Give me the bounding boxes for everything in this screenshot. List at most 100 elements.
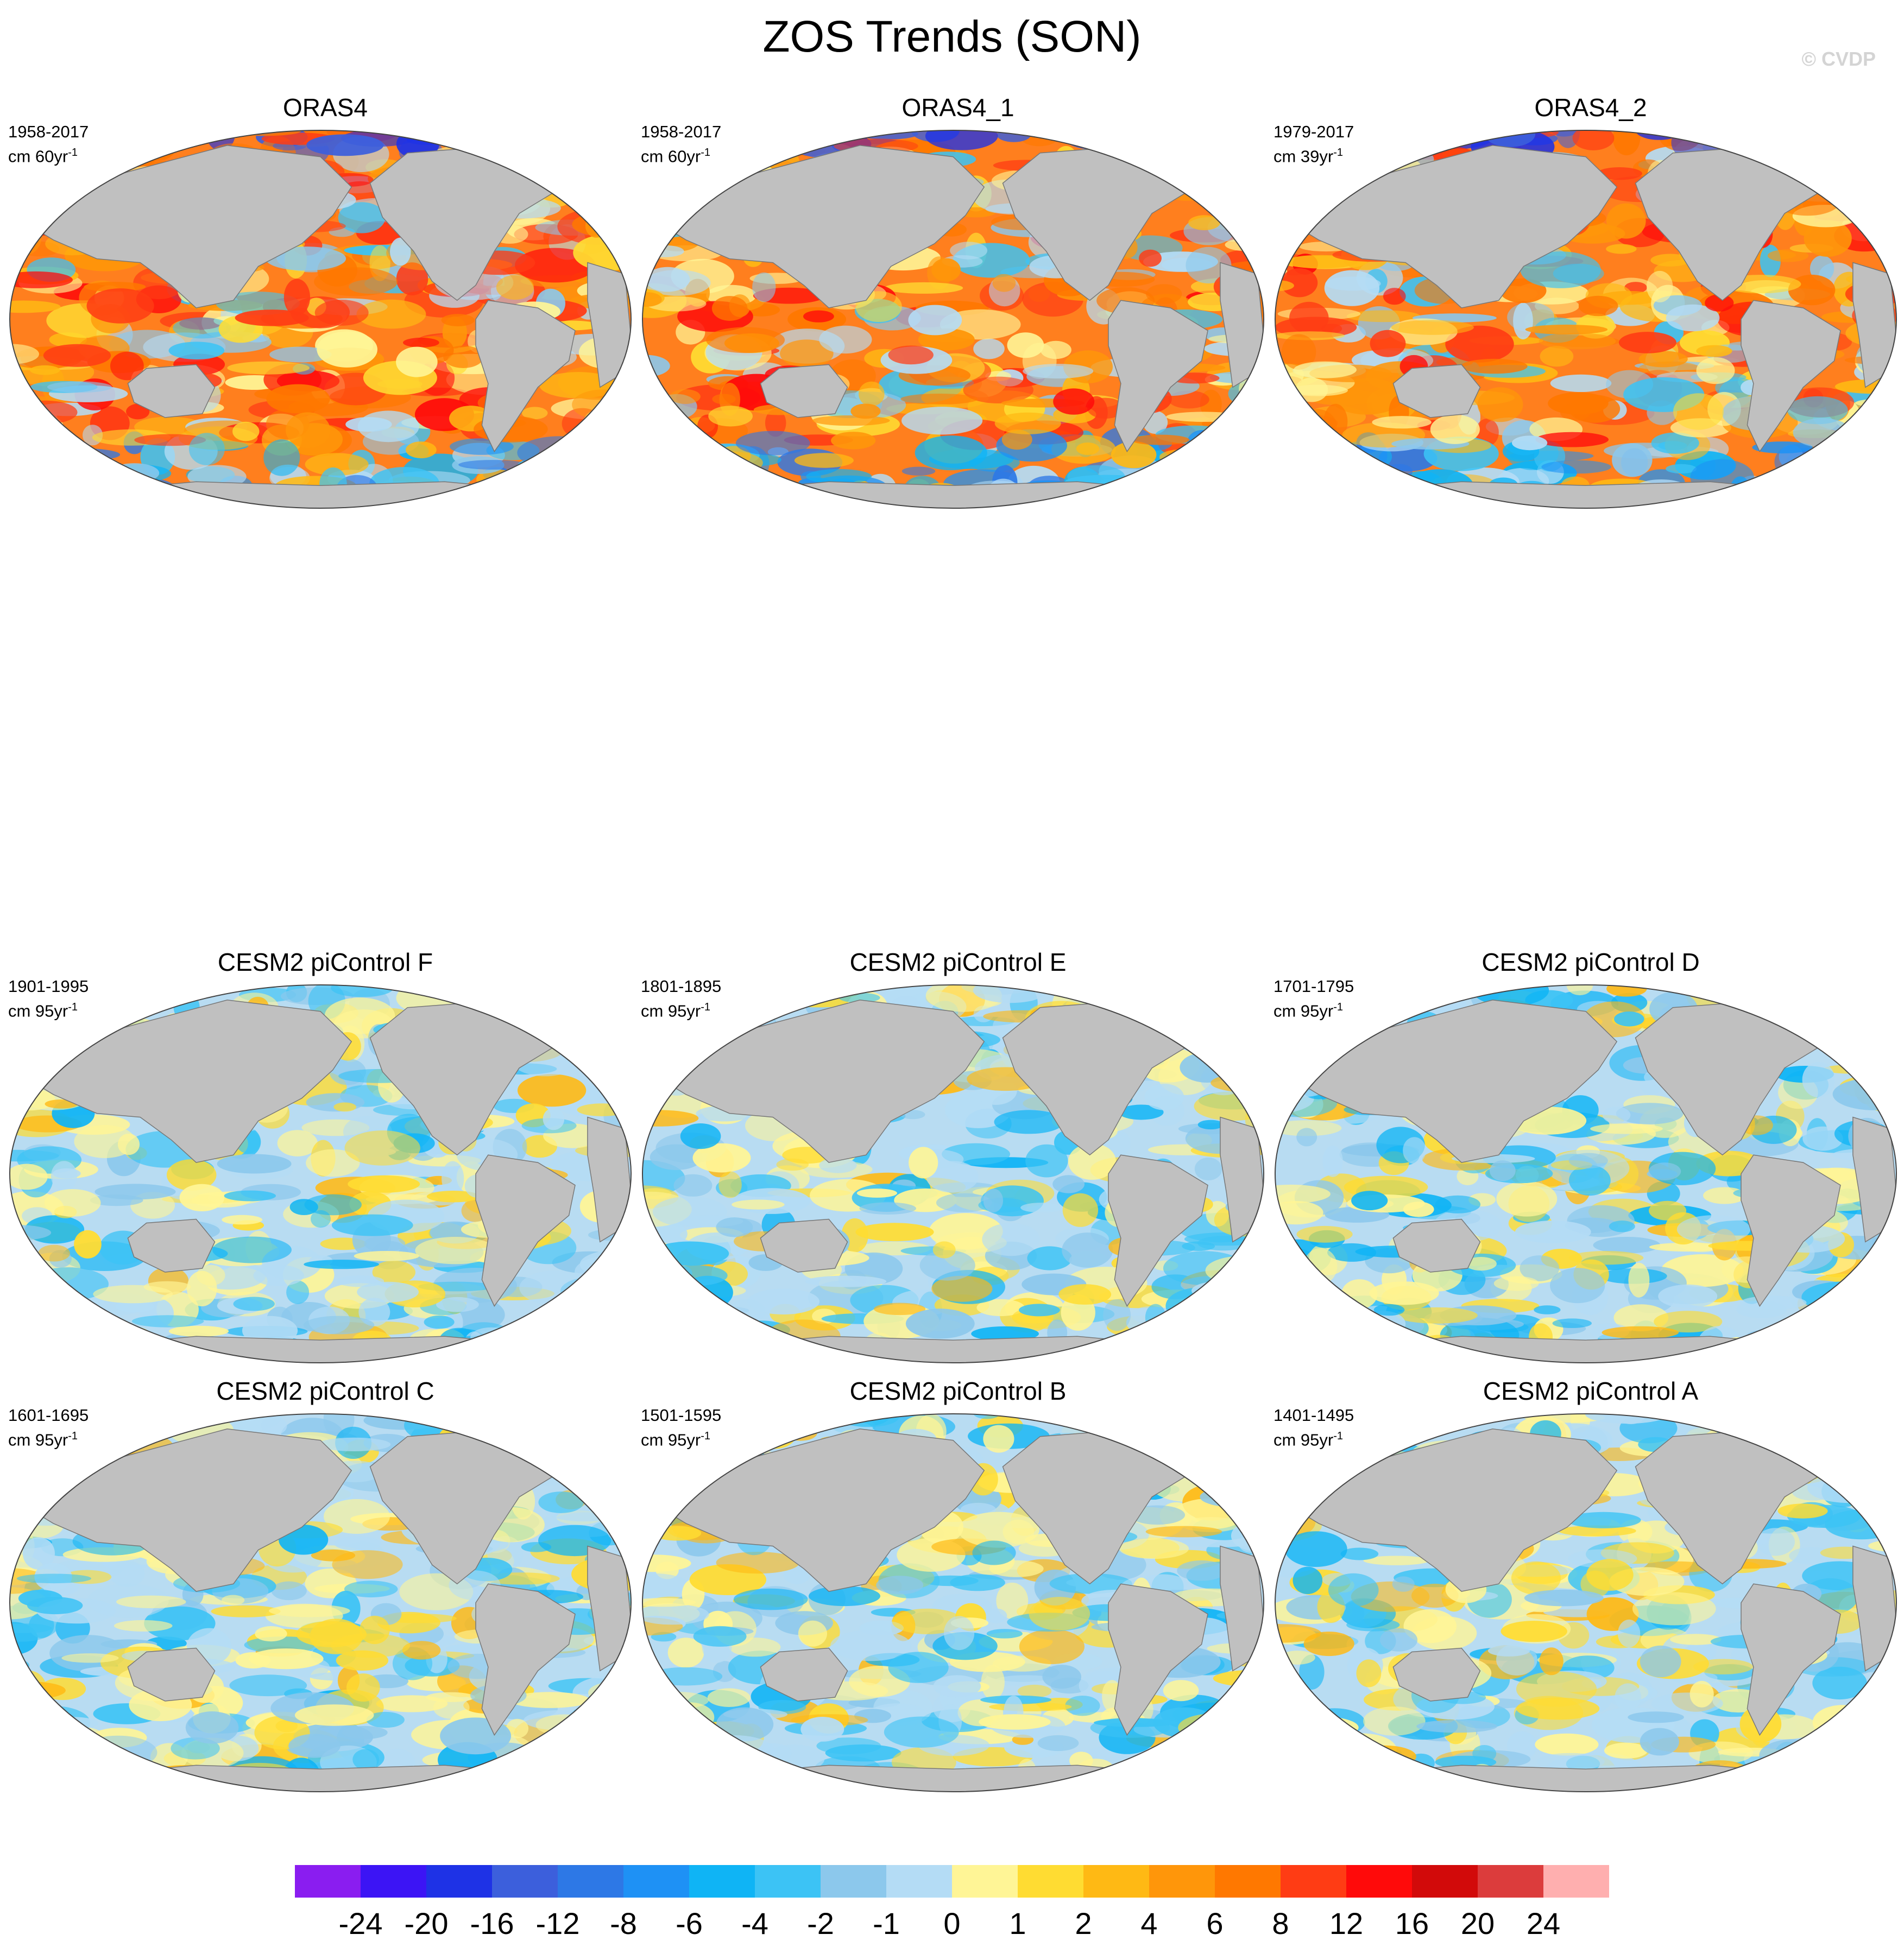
trend-field-cell [15, 985, 45, 998]
trend-field-cell [426, 1191, 480, 1203]
trend-field-cell [642, 1414, 691, 1424]
trend-field-cell [197, 1265, 225, 1286]
trend-field-cell [1823, 1347, 1844, 1358]
trend-field-cell [712, 394, 736, 404]
trend-field-cell [1058, 1284, 1112, 1305]
trend-field-cell [1154, 482, 1195, 505]
trend-field-cell [950, 1574, 1005, 1591]
trend-field-cell [1381, 484, 1411, 507]
trend-field-cell [1152, 153, 1205, 182]
trend-field-cell [1211, 1358, 1264, 1363]
trend-field-cell [233, 1297, 275, 1311]
land-samerica [1741, 1154, 1841, 1307]
trend-field-cell [14, 400, 78, 424]
trend-field-cell [1275, 1496, 1320, 1515]
trend-field-cell [344, 1130, 420, 1166]
trend-field-cell [681, 492, 737, 508]
trend-field-cell [1814, 1445, 1867, 1478]
trend-field-cell [1602, 1107, 1631, 1124]
colorbar-tick-label: 2 [1075, 1906, 1092, 1940]
land-antarctica [1337, 1765, 1834, 1792]
trend-field-cell [10, 218, 42, 255]
trend-field-cell [973, 338, 1005, 359]
trend-field-cell [663, 1414, 735, 1433]
trend-field-cell [584, 1311, 623, 1330]
trend-field-cell [1183, 1294, 1249, 1309]
panel-period: 1401-1495 [1273, 1406, 1354, 1425]
trend-field-cell [642, 1306, 684, 1339]
trend-field-cell [1341, 1447, 1391, 1457]
robinson-map [1275, 1413, 1897, 1792]
trend-field-cell [30, 365, 60, 375]
trend-field-cell [1477, 387, 1523, 422]
robinson-map [9, 984, 632, 1363]
trend-field-cell [1777, 1503, 1828, 1519]
trend-field-cell [1294, 361, 1357, 378]
colorbar-tick-label: -2 [807, 1906, 834, 1940]
trend-field-cell [884, 282, 963, 294]
panel-units-text: cm 95yr [641, 1430, 701, 1450]
trend-field-cell [1832, 132, 1896, 149]
trend-field-cell [1854, 1456, 1896, 1476]
land-greenland [525, 1420, 570, 1456]
trend-field-cell [289, 1199, 318, 1215]
trend-field-cell [1275, 458, 1354, 477]
trend-field-cell [1693, 1659, 1753, 1674]
trend-field-cell [1127, 497, 1176, 508]
trend-field-cell [1152, 1420, 1178, 1431]
trend-field-cell [800, 1717, 844, 1742]
trend-field-cell [553, 1431, 631, 1449]
trend-field-cell [1029, 1597, 1090, 1631]
trend-field-cell [1207, 985, 1229, 1005]
trend-field-cell [747, 1288, 819, 1314]
trend-field-cell [10, 1704, 58, 1730]
trend-field-cell [1465, 1257, 1497, 1271]
trend-field-cell [493, 502, 551, 508]
trend-field-cell [488, 1781, 565, 1792]
trend-field-cell [344, 1581, 398, 1598]
trend-field-cell [305, 453, 369, 476]
trend-field-cell [1666, 304, 1720, 332]
trend-field-cell [1275, 1705, 1310, 1721]
panel-period: 1701-1795 [1273, 977, 1354, 996]
trend-field-cell [831, 432, 876, 450]
trend-field-cell [597, 1731, 631, 1749]
trend-field-cell [1855, 1015, 1877, 1039]
trend-field-cell [1351, 1191, 1388, 1211]
trend-field-cell [1490, 1160, 1516, 1181]
trend-field-cell [1275, 157, 1296, 189]
trend-field-cell [10, 140, 38, 176]
trend-field-cell [583, 161, 631, 178]
trend-field-cell [317, 331, 377, 368]
trend-field-cell [1197, 1120, 1224, 1130]
trend-field-cell [357, 410, 419, 442]
trend-field-cell [314, 300, 369, 326]
trend-field-cell [1017, 1684, 1052, 1698]
map-outline [642, 984, 1264, 1363]
trend-field-cell [616, 147, 631, 160]
colorbar-swatch [689, 1865, 755, 1898]
trend-field-cell [1788, 274, 1836, 306]
trend-field-cell [1628, 1711, 1684, 1723]
trend-field-cell [1604, 1742, 1648, 1759]
trend-field-cell [1152, 1757, 1195, 1774]
trend-field-cell [1369, 1281, 1439, 1305]
trend-field-cell [762, 996, 817, 1008]
trend-field-cell [1796, 1781, 1834, 1791]
trend-field-cell [656, 1473, 694, 1503]
trend-field-cell [1188, 215, 1220, 231]
trend-field-cell [1303, 1632, 1354, 1657]
trend-field-cell [950, 242, 988, 260]
trend-field-cell [1548, 392, 1609, 415]
trend-field-cell [1170, 1354, 1191, 1363]
panel-units-text: cm 95yr [8, 1430, 68, 1450]
trend-field-cell [1304, 481, 1328, 508]
trend-field-cell [1615, 1683, 1642, 1711]
colorbar-labels: -24 -20 -16 -12 -8 -6 -4 -2 -1 0 1 2 4 6 8 12 16 20 24 [295, 1906, 1609, 1944]
trend-field-cell [537, 1018, 610, 1028]
trend-field-cell [1676, 1215, 1751, 1244]
trend-field-cell [708, 406, 753, 427]
map-panel: ORAS4_1 1958-2017 cm 60yr-1 [641, 93, 1275, 509]
trend-field-cell [1628, 1262, 1650, 1298]
trend-field-cell [1291, 153, 1338, 169]
